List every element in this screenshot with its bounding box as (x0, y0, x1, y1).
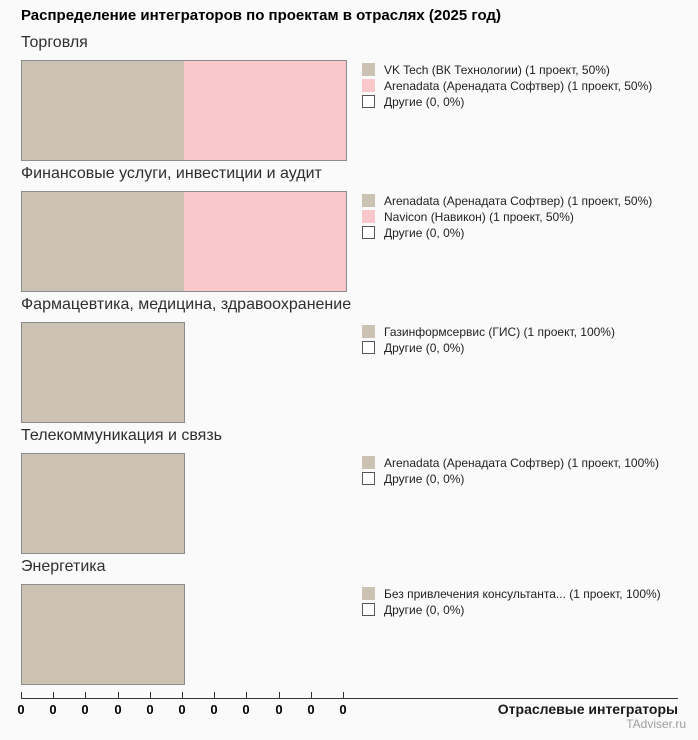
legend-swatch-icon (362, 63, 375, 76)
legend-item: Другие (0, 0%) (362, 226, 652, 242)
legend-item: Navicon (Навикон) (1 проект, 50%) (362, 210, 652, 226)
axis-tick-label: 0 (49, 702, 57, 717)
legend-item: Arenadata (Аренадата Софтвер) (1 проект,… (362, 79, 652, 95)
legend: Без привлечения консультанта... (1 проек… (362, 587, 661, 619)
axis-tick-label: 0 (307, 702, 315, 717)
legend-item: Arenadata (Аренадата Софтвер) (1 проект,… (362, 194, 652, 210)
legend: VK Tech (ВК Технологии) (1 проект, 50%) A… (362, 63, 652, 111)
axis-tick-label: 0 (275, 702, 283, 717)
axis-tick (118, 692, 119, 698)
section-title: Финансовые услуги, инвестиции и аудит (21, 165, 322, 182)
axis-tick-label: 0 (210, 702, 218, 717)
section-title: Фармацевтика, медицина, здравоохранение (21, 296, 352, 313)
axis-tick-label: 0 (242, 702, 250, 717)
legend-item: Газинформсервис (ГИС) (1 проект, 100%) (362, 325, 615, 341)
legend-item: Другие (0, 0%) (362, 603, 661, 619)
legend-label: Другие (0, 0%) (384, 341, 465, 355)
axis-tick-label: 0 (114, 702, 122, 717)
legend-swatch-icon (362, 325, 375, 338)
legend-item: Другие (0, 0%) (362, 472, 659, 488)
axis-tick (21, 692, 22, 698)
legend-swatch-icon (362, 95, 375, 108)
legend-label: VK Tech (ВК Технологии) (1 проект, 50%) (384, 63, 610, 77)
legend-swatch-icon (362, 603, 375, 616)
legend: Газинформсервис (ГИС) (1 проект, 100%) Др… (362, 325, 615, 357)
section-title: Торговля (21, 34, 88, 51)
legend-item: Без привлечения консультанта... (1 проек… (362, 587, 661, 603)
legend-swatch-icon (362, 79, 375, 92)
axis-tick-label: 0 (178, 702, 186, 717)
legend-item: VK Tech (ВК Технологии) (1 проект, 50%) (362, 63, 652, 79)
x-axis-line (21, 698, 678, 699)
axis-tick-label: 0 (17, 702, 25, 717)
bar-segment (22, 585, 184, 684)
legend-label: Без привлечения консультанта... (1 проек… (384, 587, 661, 601)
axis-tick (182, 692, 183, 698)
legend-label: Другие (0, 0%) (384, 472, 465, 486)
legend-swatch-icon (362, 210, 375, 223)
legend-item: Другие (0, 0%) (362, 95, 652, 111)
section-title: Телекоммуникация и связь (21, 427, 223, 444)
legend-swatch-icon (362, 472, 375, 485)
legend-label: Другие (0, 0%) (384, 603, 465, 617)
x-axis-title: Отраслевые интеграторы (497, 701, 678, 717)
axis-tick (150, 692, 151, 698)
legend: Arenadata (Аренадата Софтвер) (1 проект,… (362, 456, 659, 488)
bar-segment (22, 192, 184, 291)
axis-tick (53, 692, 54, 698)
legend-swatch-icon (362, 587, 375, 600)
stacked-bar (21, 584, 185, 685)
source-watermark: TAdviser.ru (626, 717, 686, 731)
axis-tick-label: 0 (81, 702, 89, 717)
axis-tick (311, 692, 312, 698)
bar-segment (22, 454, 184, 553)
legend-item: Arenadata (Аренадата Софтвер) (1 проект,… (362, 456, 659, 472)
legend-label: Arenadata (Аренадата Софтвер) (1 проект,… (384, 194, 653, 208)
legend-label: Газинформсервис (ГИС) (1 проект, 100%) (384, 325, 615, 339)
bar-segment (22, 61, 184, 160)
bar-segment (184, 61, 346, 160)
stacked-bar (21, 453, 185, 554)
bar-segment (184, 192, 346, 291)
legend-label: Другие (0, 0%) (384, 226, 465, 240)
bar-segment (22, 323, 184, 422)
legend-label: Arenadata (Аренадата Софтвер) (1 проект,… (384, 456, 659, 470)
axis-tick (246, 692, 247, 698)
axis-tick (214, 692, 215, 698)
legend-swatch-icon (362, 341, 375, 354)
legend: Arenadata (Аренадата Софтвер) (1 проект,… (362, 194, 652, 242)
stacked-bar (21, 60, 347, 161)
section-title: Энергетика (21, 558, 106, 575)
stacked-bar (21, 322, 185, 423)
axis-tick-label: 0 (146, 702, 154, 717)
axis-tick (279, 692, 280, 698)
axis-tick (85, 692, 86, 698)
legend-swatch-icon (362, 194, 375, 207)
legend-swatch-icon (362, 226, 375, 239)
stacked-bar (21, 191, 347, 292)
axis-tick (343, 692, 344, 698)
legend-swatch-icon (362, 456, 375, 469)
legend-label: Arenadata (Аренадата Софтвер) (1 проект,… (384, 79, 653, 93)
axis-tick-label: 0 (339, 702, 347, 717)
chart-title: Распределение интеграторов по проектам в… (21, 7, 501, 24)
legend-label: Navicon (Навикон) (1 проект, 50%) (384, 210, 574, 224)
legend-label: Другие (0, 0%) (384, 95, 465, 109)
legend-item: Другие (0, 0%) (362, 341, 615, 357)
